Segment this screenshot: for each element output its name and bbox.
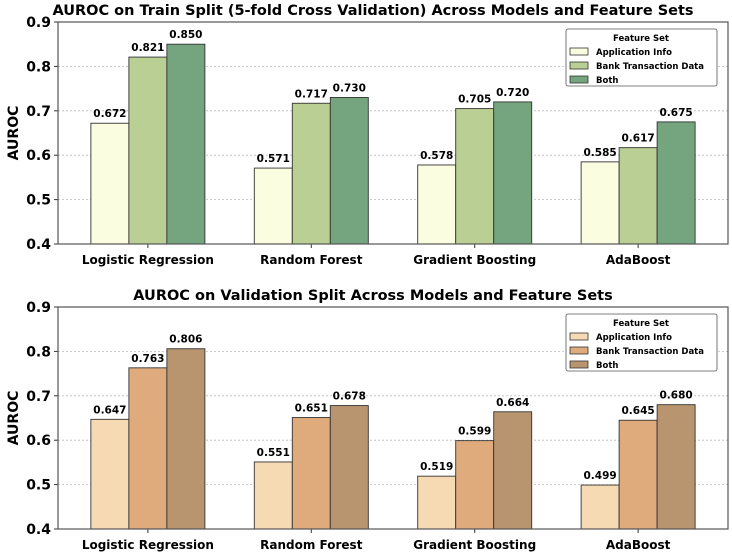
- data-label: 0.578: [420, 150, 453, 162]
- data-label: 0.651: [295, 403, 328, 415]
- bar: [329, 405, 369, 530]
- axes-frame: [57, 21, 729, 245]
- bar: [329, 97, 369, 245]
- legend-box: [565, 313, 718, 372]
- data-label: 0.678: [333, 391, 366, 403]
- axes-frame: [57, 306, 729, 530]
- legend-swatch: [569, 346, 589, 355]
- legend-entry: Bank Transaction Data: [596, 62, 704, 72]
- legend: Feature Set Application Info Bank Transact…: [565, 313, 718, 372]
- bar: [90, 418, 130, 530]
- y-tick-label: 0.8: [26, 344, 51, 360]
- y-tick-label: 0.4: [26, 237, 51, 253]
- y-tick-label: 0.4: [26, 522, 51, 538]
- bar: [291, 417, 331, 530]
- x-tick-label: Logistic Regression: [82, 253, 214, 267]
- bar: [656, 404, 696, 530]
- y-axis-label: AUROC: [6, 391, 22, 446]
- bar: [291, 102, 331, 245]
- legend-entry: Application Info: [596, 48, 672, 58]
- bar: [493, 411, 533, 530]
- data-label: 0.850: [169, 29, 202, 41]
- data-label: 0.617: [622, 133, 655, 145]
- data-label: 0.705: [458, 94, 491, 106]
- y-tick-label: 0.9: [26, 300, 51, 316]
- y-tick-label: 0.5: [26, 478, 51, 494]
- data-label: 0.763: [131, 353, 164, 365]
- legend-entry: Application Info: [596, 333, 672, 343]
- data-label: 0.499: [584, 470, 617, 482]
- y-axis-label: AUROC: [6, 106, 22, 161]
- x-tick-label: Logistic Regression: [82, 538, 214, 552]
- legend-swatch: [569, 332, 589, 341]
- bar: [455, 108, 495, 245]
- data-label: 0.720: [496, 87, 529, 99]
- y-tick-label: 0.7: [26, 389, 51, 405]
- y-tick-label: 0.9: [26, 15, 51, 31]
- x-tick-label: AdaBoost: [606, 538, 671, 552]
- bar: [618, 419, 658, 530]
- legend-swatch: [569, 75, 589, 84]
- y-tick-label: 0.6: [26, 433, 51, 449]
- bar: [253, 167, 293, 245]
- bar: [90, 122, 130, 245]
- chart-panel-2: AUROC on Validation Split Across Models …: [6, 288, 729, 552]
- y-tick-label: 0.7: [26, 104, 51, 120]
- chart-title: AUROC on Validation Split Across Models …: [133, 288, 612, 304]
- bar: [417, 164, 457, 245]
- data-label: 0.806: [169, 334, 202, 346]
- data-label: 0.599: [458, 426, 491, 438]
- data-label: 0.585: [584, 147, 617, 159]
- data-label: 0.717: [295, 88, 328, 100]
- bar: [455, 440, 495, 530]
- legend-entry: Both: [596, 361, 618, 371]
- legend-entry: Bank Transaction Data: [596, 347, 704, 357]
- legend-swatch: [569, 360, 589, 369]
- bar: [580, 161, 620, 245]
- data-label: 0.571: [257, 153, 290, 165]
- bar: [656, 121, 696, 245]
- bar: [417, 475, 457, 530]
- y-tick-label: 0.6: [26, 148, 51, 164]
- y-tick-label: 0.8: [26, 59, 51, 75]
- bar: [128, 56, 168, 245]
- x-tick-label: AdaBoost: [606, 253, 671, 267]
- x-tick-label: Gradient Boosting: [413, 253, 536, 267]
- bar: [618, 147, 658, 245]
- legend-swatch: [569, 61, 589, 70]
- legend: Feature Set Application Info Bank Transact…: [565, 28, 718, 87]
- legend-title: Feature Set: [613, 34, 669, 44]
- bar: [253, 461, 293, 530]
- legend-title: Feature Set: [613, 319, 669, 329]
- legend-box: [565, 28, 718, 87]
- data-label: 0.821: [131, 42, 164, 54]
- x-tick-label: Random Forest: [260, 253, 363, 267]
- bar: [493, 101, 533, 245]
- bar: [128, 367, 168, 530]
- data-label: 0.647: [93, 404, 126, 416]
- y-tick-label: 0.5: [26, 193, 51, 209]
- chart-panel-1: AUROC on Train Split (5-fold Cross Valid…: [6, 3, 729, 267]
- bar: [166, 348, 206, 530]
- bar: [580, 484, 620, 530]
- data-label: 0.675: [660, 107, 693, 119]
- data-label: 0.519: [420, 461, 453, 473]
- data-label: 0.672: [93, 108, 126, 120]
- data-label: 0.680: [660, 390, 693, 402]
- data-label: 0.551: [257, 447, 290, 459]
- data-label: 0.664: [496, 397, 529, 409]
- x-tick-label: Random Forest: [260, 538, 363, 552]
- legend-swatch: [569, 47, 589, 56]
- chart-title: AUROC on Train Split (5-fold Cross Valid…: [52, 3, 693, 19]
- data-label: 0.730: [333, 82, 366, 94]
- x-tick-label: Gradient Boosting: [413, 538, 536, 552]
- legend-entry: Both: [596, 76, 618, 86]
- data-label: 0.645: [622, 405, 655, 417]
- bar: [166, 43, 206, 245]
